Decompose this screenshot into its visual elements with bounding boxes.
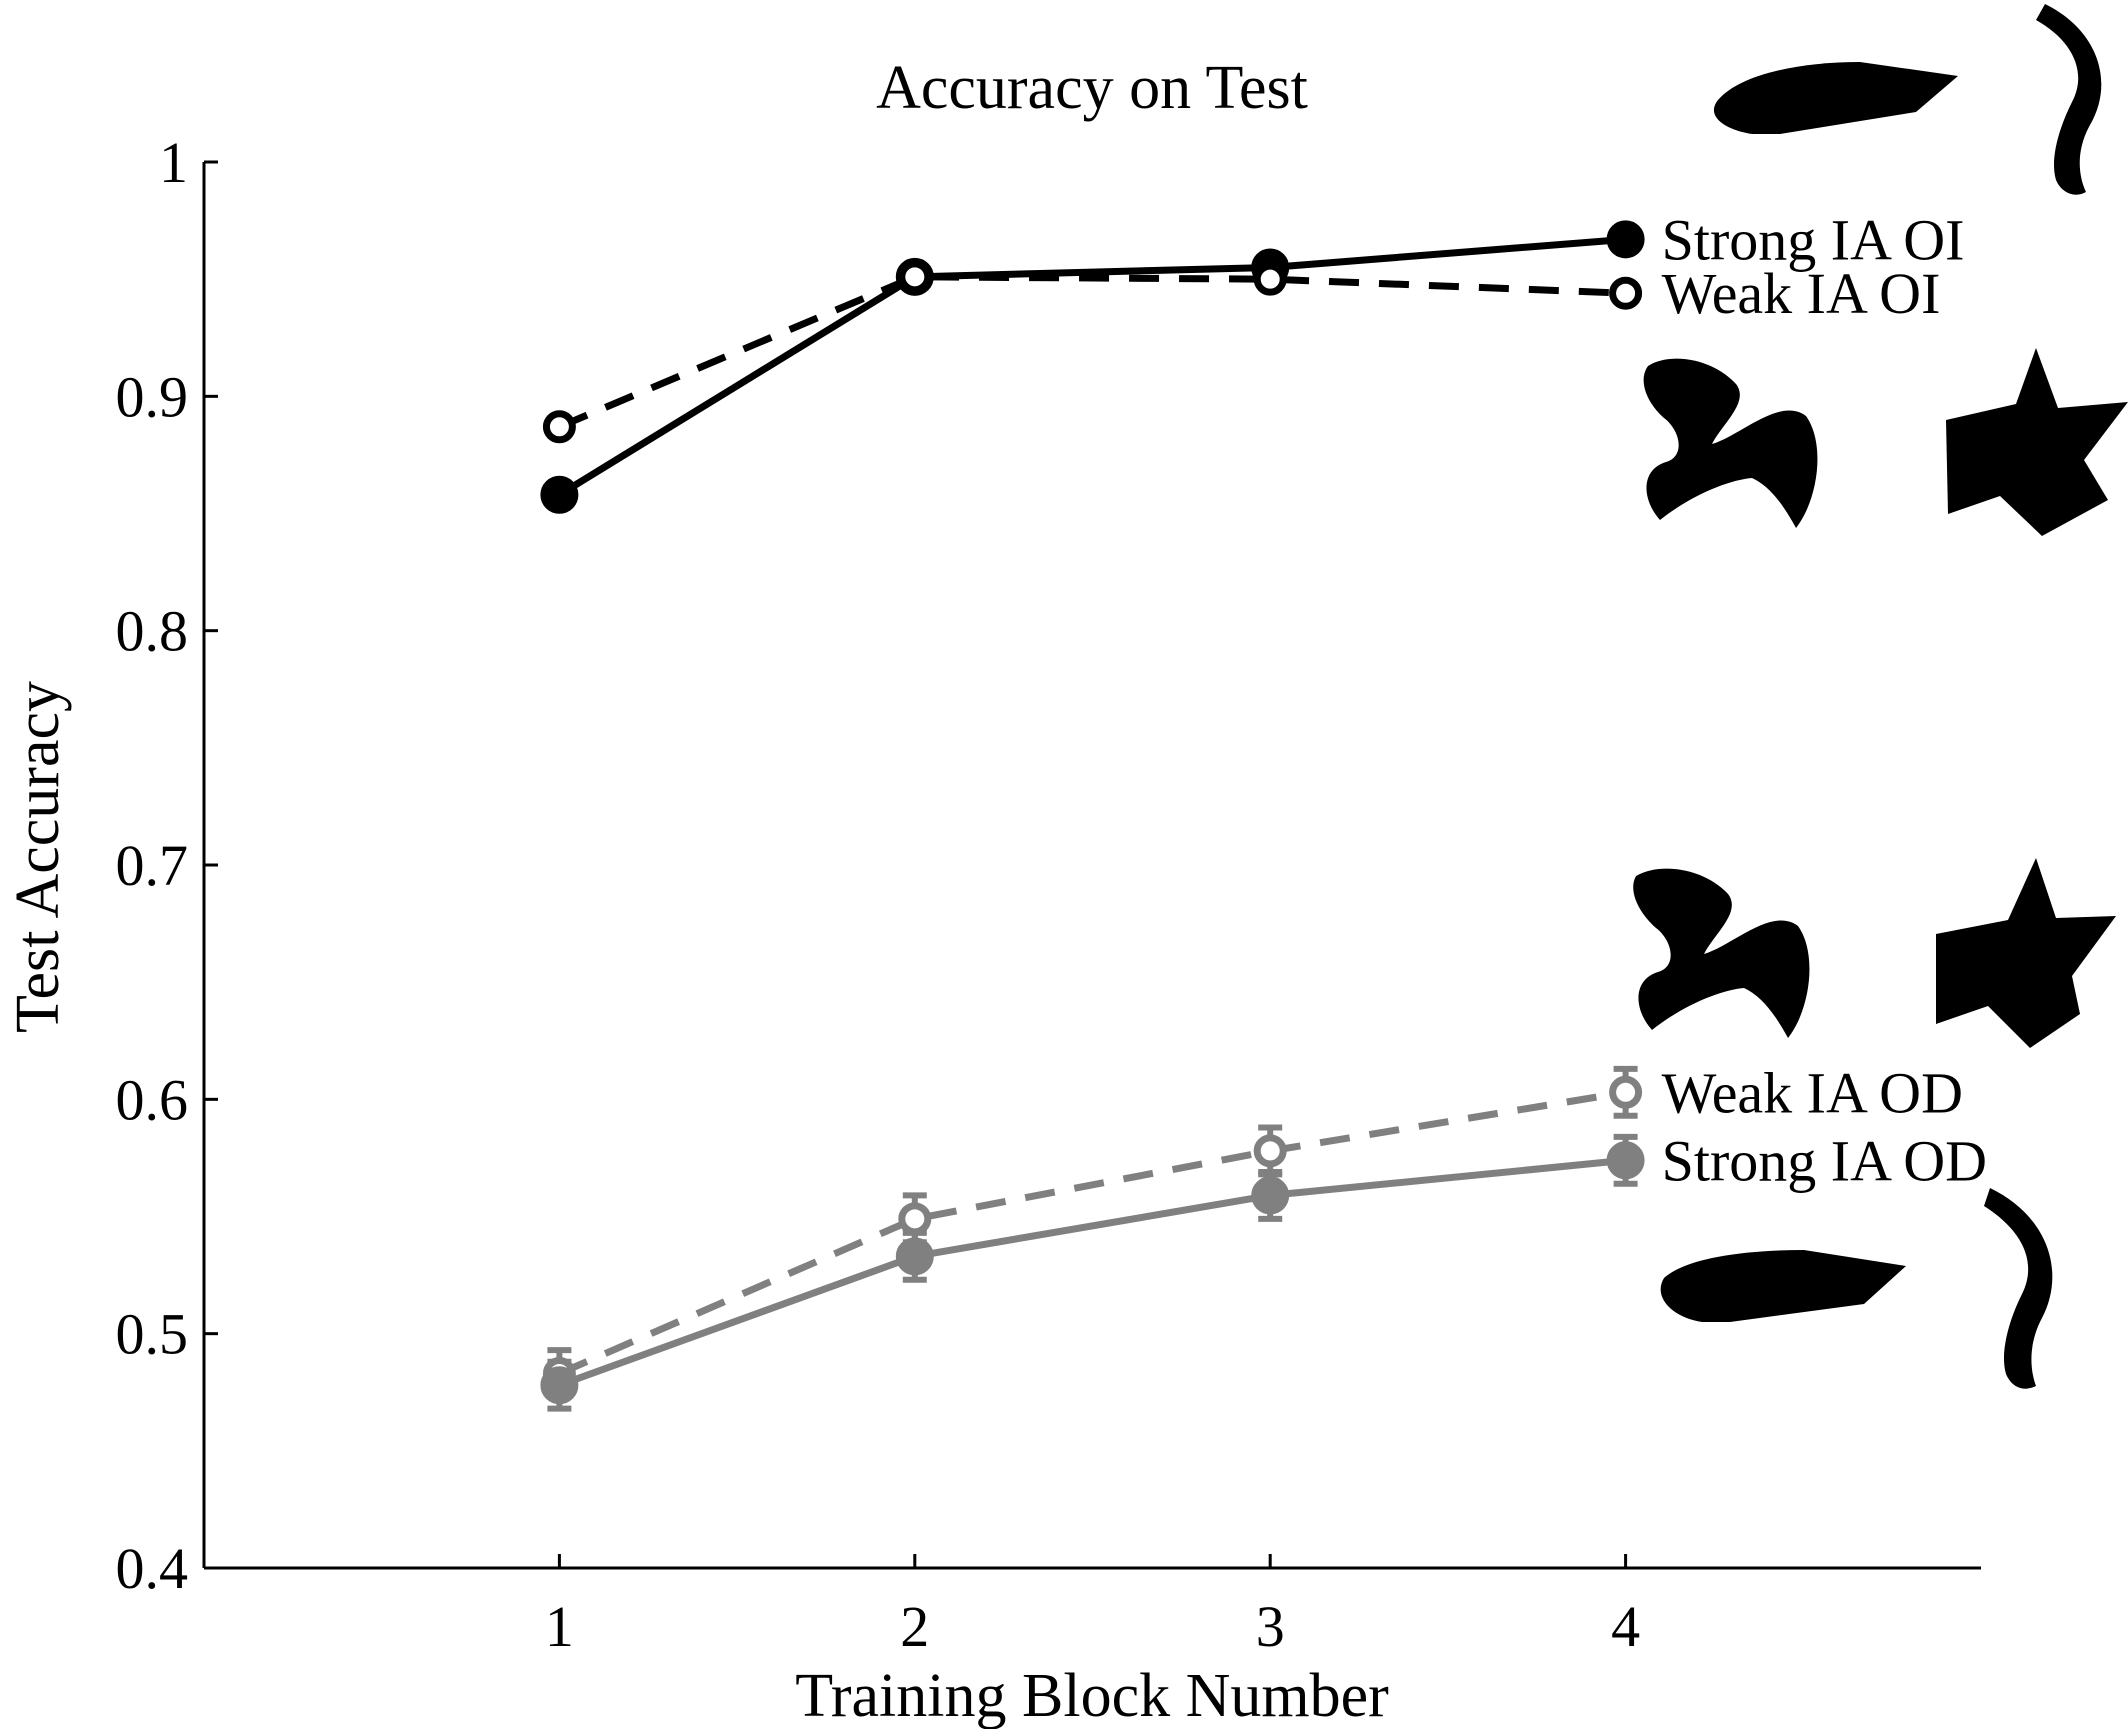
x-tick-label: 1 — [545, 1594, 574, 1659]
y-tick-label: 0.4 — [116, 1536, 189, 1601]
data-point-weak-ia-oi — [898, 260, 932, 294]
y-tick-label: 1 — [159, 130, 188, 195]
irregular-blob-icon — [1643, 358, 1818, 528]
data-point-weak-ia-od — [898, 1202, 932, 1236]
data-point-weak-ia-od — [1609, 1075, 1643, 1109]
elongated-blob-icon — [1660, 1250, 1906, 1322]
y-tick-label: 0.8 — [116, 599, 189, 664]
data-point-weak-ia-oi — [1609, 276, 1643, 310]
y-tick-label: 0.9 — [116, 364, 189, 429]
shape-icons-top — [1643, 4, 2128, 536]
series-lines — [557, 235, 1627, 1389]
curved-stroke-icon — [1984, 1188, 2053, 1389]
series-line-strong-ia-od — [558, 1156, 1626, 1389]
axes-ticks: 0.4 0.5 0.6 0.7 0.8 0.9 1 1 2 3 4 — [116, 130, 1641, 1659]
data-point-strong-ia-od — [540, 1366, 579, 1405]
data-point-weak-ia-oi — [542, 410, 576, 444]
data-point-strong-ia-od — [1606, 1141, 1645, 1180]
data-point-strong-ia-od — [895, 1237, 934, 1276]
data-point-strong-ia-oi — [540, 475, 579, 514]
shape-icons-bottom — [1633, 858, 2116, 1389]
star-icon — [1936, 858, 2116, 1048]
y-tick-label: 0.6 — [116, 1067, 189, 1132]
data-point-strong-ia-oi — [1606, 220, 1645, 259]
data-point-strong-ia-od — [1251, 1176, 1290, 1215]
series-line-weak-ia-od — [558, 1088, 1627, 1377]
series-markers — [540, 220, 1645, 1405]
chart-title: Accuracy on Test — [876, 54, 1308, 122]
x-tick-label: 2 — [900, 1594, 929, 1659]
series-label-strong-ia-od: Strong IA OD — [1662, 1128, 1987, 1193]
star-icon — [1946, 348, 2128, 536]
curved-stroke-icon — [2036, 4, 2102, 195]
elongated-blob-icon — [1713, 62, 1958, 134]
irregular-blob-icon — [1633, 868, 1810, 1038]
x-tick-label: 4 — [1611, 1594, 1640, 1659]
y-tick-label: 0.5 — [116, 1302, 189, 1367]
series-line-strong-ia-oi — [557, 235, 1626, 498]
series-line-weak-ia-oi — [558, 273, 1626, 431]
series-label-weak-ia-oi: Weak IA OI — [1662, 261, 1941, 326]
data-point-weak-ia-oi — [1253, 262, 1287, 296]
series-label-weak-ia-od: Weak IA OD — [1662, 1060, 1963, 1125]
series-label-strong-ia-oi: Strong IA OI — [1662, 207, 1965, 272]
x-tick-label: 3 — [1256, 1594, 1285, 1659]
data-point-weak-ia-od — [1253, 1134, 1287, 1168]
x-axis-label: Training Block Number — [795, 1662, 1389, 1729]
y-axis-label: Test Accuracy — [4, 681, 72, 1033]
series-errorbars — [547, 229, 1638, 1412]
y-tick-label: 0.7 — [116, 833, 189, 898]
